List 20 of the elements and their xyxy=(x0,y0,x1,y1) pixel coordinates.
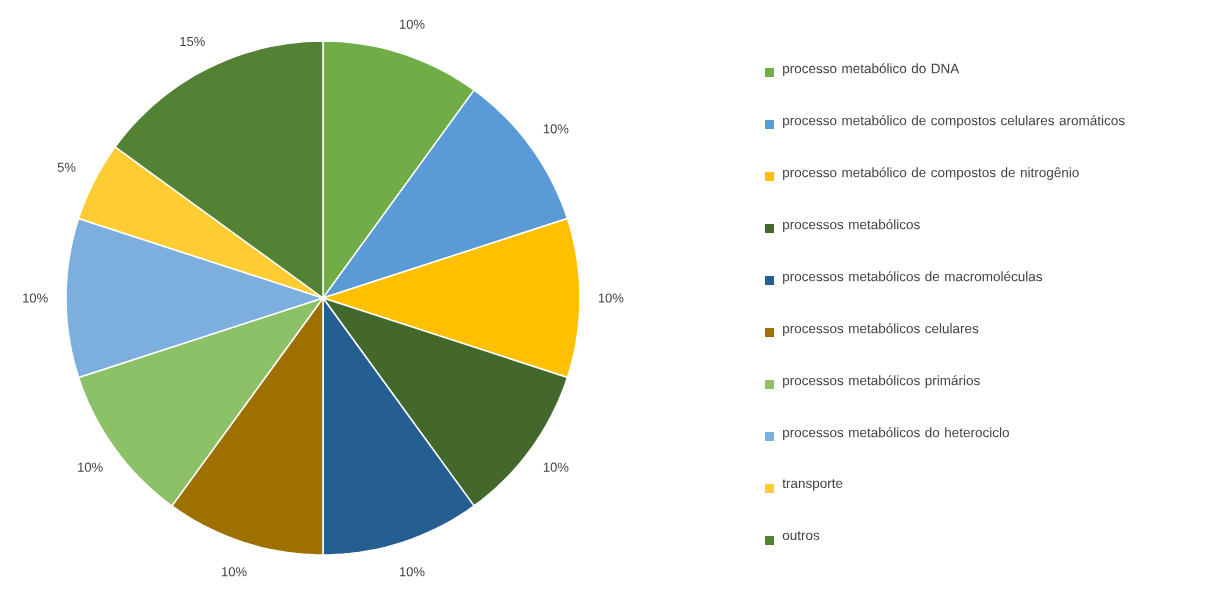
data-label: 10% xyxy=(399,567,425,577)
data-label: 10% xyxy=(399,19,425,29)
legend-label: processos metabólicos xyxy=(783,219,920,232)
legend-label: processo metabólico de compostos de nitrogênio xyxy=(783,167,1079,180)
legend-label: transporte xyxy=(782,479,843,491)
data-label: 15% xyxy=(180,36,205,47)
legend-label: processo metabólico de compostos celulares aromáticos xyxy=(783,115,1125,128)
legend-label: processo metabólico do DNA xyxy=(783,63,960,76)
legend-label: processos metabólicos primários xyxy=(783,375,980,388)
data-label: 10% xyxy=(222,567,247,577)
legend-label: processos metabólicos do heterociclo xyxy=(783,427,1009,440)
data-label: 10% xyxy=(78,462,103,472)
data-label: 5% xyxy=(57,162,76,172)
legend-label: outros xyxy=(782,531,820,541)
data-label: 10% xyxy=(23,293,48,303)
legend-label: processos metabólicos celulares xyxy=(783,323,979,336)
data-label: 10% xyxy=(543,124,569,134)
data-label: 10% xyxy=(598,293,624,303)
data-label: 10% xyxy=(543,462,569,472)
legend-label: processos metabólicos de macromoléculas xyxy=(783,271,1043,284)
